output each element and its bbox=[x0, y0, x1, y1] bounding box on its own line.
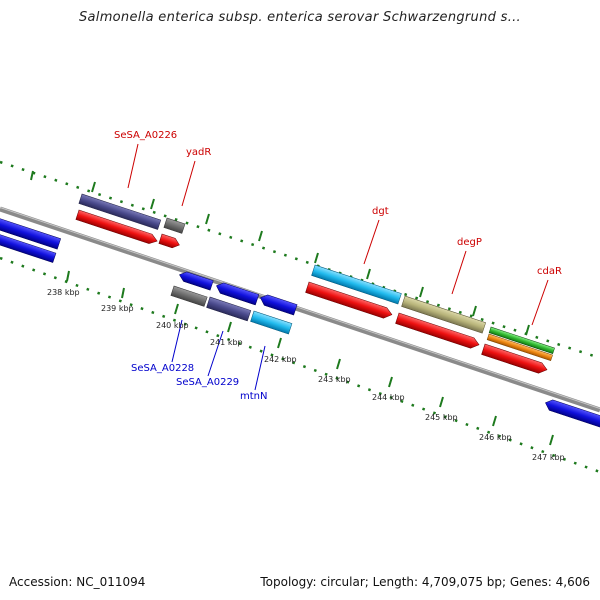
rna-red-degP[interactable] bbox=[395, 312, 481, 350]
scale-label: 243 kbp bbox=[318, 375, 351, 384]
label-yadR[interactable]: yadR bbox=[186, 147, 211, 158]
scale-label: 240 kbp bbox=[156, 321, 189, 330]
rna-red-2[interactable] bbox=[158, 233, 181, 250]
scale-label: 238 kbp bbox=[47, 288, 80, 297]
label-cdaR[interactable]: cdaR bbox=[537, 266, 562, 277]
cds-orange[interactable] bbox=[486, 333, 553, 362]
cds-degP[interactable] bbox=[401, 295, 487, 334]
reverse-leaders bbox=[171, 319, 266, 391]
scale-label: 239 kbp bbox=[101, 304, 134, 313]
map-title: Salmonella enterica subsp. enterica sero… bbox=[78, 10, 521, 25]
cds-blue-a[interactable] bbox=[178, 270, 214, 291]
forward-leaders bbox=[127, 143, 549, 326]
cds-yadR[interactable] bbox=[163, 217, 186, 234]
inner-ticks bbox=[66, 270, 554, 446]
cds-blue-c[interactable] bbox=[259, 293, 298, 316]
outer-ticks bbox=[30, 170, 530, 336]
outer-ring bbox=[0, 160, 600, 360]
cds-cdaR[interactable] bbox=[488, 326, 555, 355]
backbone bbox=[0, 206, 600, 413]
cds-SeSA_A0229[interactable] bbox=[206, 296, 252, 322]
cds-dgt[interactable] bbox=[311, 264, 402, 305]
scale-label: 244 kbp bbox=[372, 393, 405, 402]
label-SeSA_A0228[interactable]: SeSA_A0228 bbox=[131, 363, 194, 374]
cds-blue-left-2[interactable] bbox=[0, 227, 57, 263]
label-mtnN[interactable]: mtnN bbox=[240, 391, 267, 402]
label-degP[interactable]: degP bbox=[457, 237, 482, 248]
label-SeSA_A0229[interactable]: SeSA_A0229 bbox=[176, 377, 239, 388]
scale-label: 242 kbp bbox=[264, 355, 297, 364]
scale-label: 246 kbp bbox=[479, 433, 512, 442]
topology-text: Topology: circular; Length: 4,709,075 bp… bbox=[260, 575, 590, 589]
label-dgt[interactable]: dgt bbox=[372, 206, 389, 217]
cds-blue-b[interactable] bbox=[215, 281, 260, 306]
scale-label: 245 kbp bbox=[425, 413, 458, 422]
cds-blue-left-1[interactable] bbox=[0, 211, 62, 250]
rna-red-dgt[interactable] bbox=[305, 281, 394, 320]
cds-mtnN[interactable] bbox=[250, 310, 293, 335]
cds-blue-right[interactable] bbox=[544, 398, 600, 431]
inner-ring bbox=[0, 256, 600, 474]
backbone-highlight bbox=[0, 207, 600, 409]
scale-label: 247 kbp bbox=[532, 453, 565, 462]
cds-SeSA_A0226[interactable] bbox=[78, 193, 162, 230]
accession-text: Accession: NC_011094 bbox=[9, 575, 146, 589]
rna-red-1[interactable] bbox=[75, 209, 159, 246]
label-SeSA_A0226[interactable]: SeSA_A0226 bbox=[114, 130, 177, 141]
rna-red-cdaR[interactable] bbox=[481, 343, 549, 375]
cds-SeSA_A0228[interactable] bbox=[170, 285, 208, 307]
scale-label: 241 kbp bbox=[210, 338, 243, 347]
